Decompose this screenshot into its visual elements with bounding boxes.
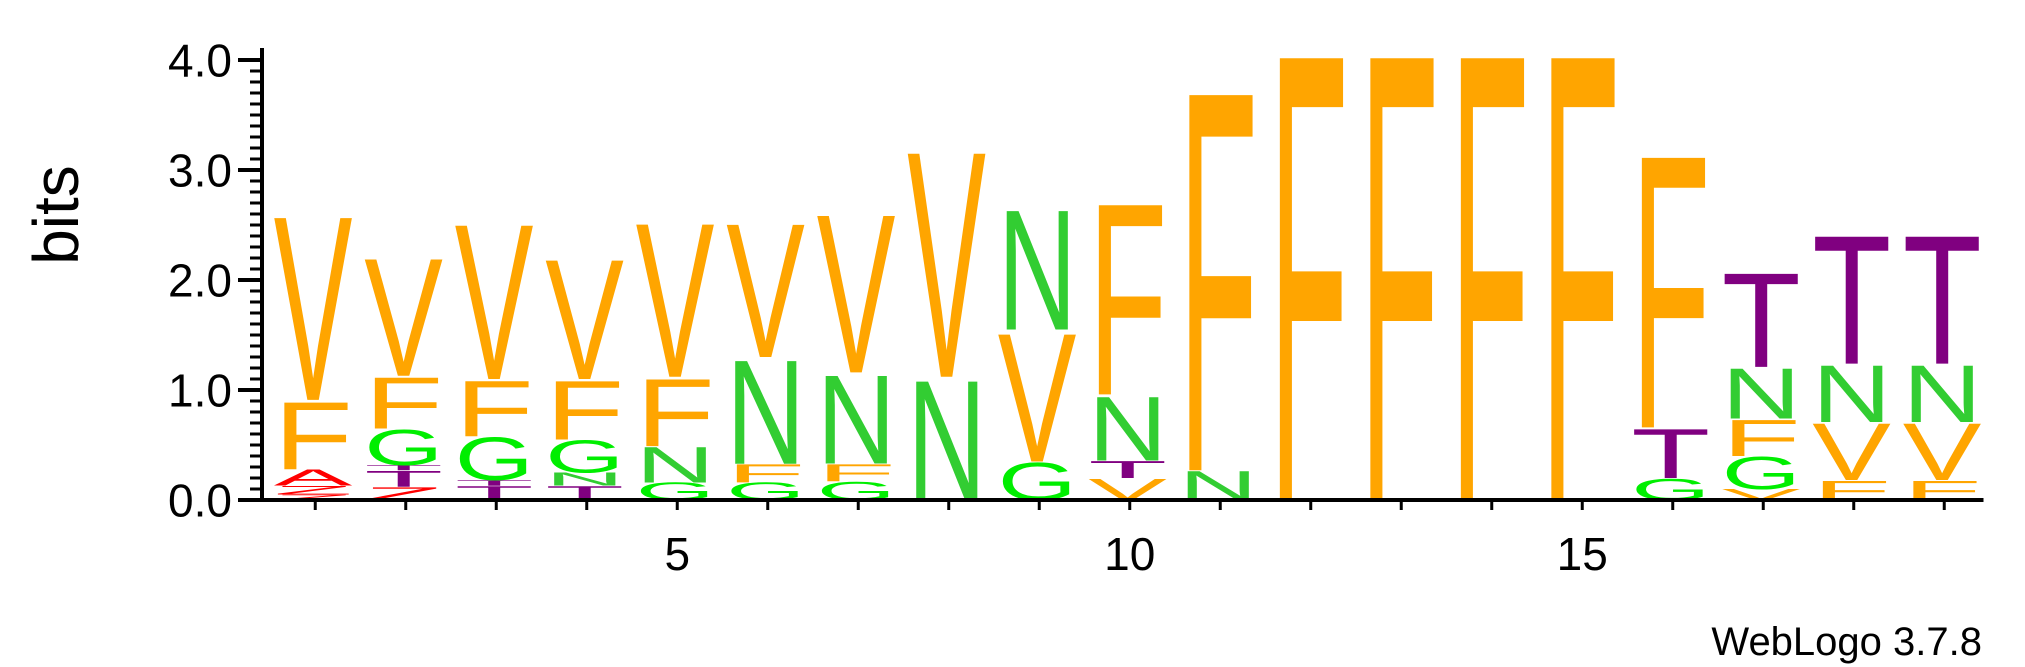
logo-glyph-t: T [1903,197,1982,403]
logo-glyph-f: F [1360,0,1439,637]
logo-glyph-t: T [1631,415,1710,494]
logo-glyph-f: F [817,459,896,486]
weblogo-credit: WebLogo 3.7.8 [1711,620,1982,664]
logo-glyph-v: V [1812,407,1891,498]
logo-glyph-f: F [636,360,715,468]
logo-glyph-f: F [1269,0,1348,637]
logo-glyph-f: F [274,383,353,491]
logo-glyph-f: F [1722,409,1801,467]
y-tick-label: 2.0 [168,255,232,307]
logo-glyph-f: F [1450,0,1529,637]
logo-glyph-v: V [545,224,624,416]
logo-glyph-n: N [545,469,624,490]
logo-glyph-t: T [364,466,443,492]
logo-glyph-n: N [1812,349,1891,439]
logo-glyph-f: F [1088,145,1167,453]
logo-glyph-f: F [545,364,624,458]
logo-glyph-f: F [726,459,805,488]
logo-glyph-v: V [726,183,805,398]
logo-glyph-t: T [1088,456,1167,483]
y-axis-label: bits [20,165,92,265]
x-tick-label: 15 [1557,528,1608,580]
logo-glyph-v: V [907,83,986,446]
logo-glyph-n: N [636,437,715,493]
logo-glyph-t: T [455,479,534,488]
logo-glyph-n: N [907,344,986,537]
logo-glyph-v: V [1903,407,1982,498]
logo-glyph-f: F [1631,73,1710,511]
logo-glyph-n: N [1903,349,1982,439]
logo-glyph-n: N [998,173,1077,366]
y-tick-label: 0.0 [168,475,232,527]
logo-glyph-z: Z [274,484,353,498]
y-tick-label: 1.0 [168,365,232,417]
logo-glyph-g: G [364,419,443,476]
logo-glyph-t: T [1722,245,1801,396]
logo-glyph-n: N [726,329,805,495]
glyph-layer: ZZAFVZTTGFVTTGFVTNGFVGNFVGFNVGFNVNVGVNVT… [274,0,1982,637]
logo-glyph-f: F [1541,0,1620,637]
logo-glyph-v: V [455,178,534,427]
x-tick-label: 10 [1104,528,1155,580]
logo-glyph-n: N [1722,353,1801,434]
logo-glyph-f: F [455,364,534,453]
logo-glyph-z: Z [274,493,353,502]
logo-glyph-g: G [1722,448,1801,499]
logo-glyph-g: G [455,425,534,494]
logo-glyph-v: V [274,162,353,456]
logo-glyph-f: F [1179,0,1258,586]
logo-glyph-g: G [545,431,624,482]
logo-glyph-a: A [274,465,353,491]
logo-glyph-v: V [364,223,443,412]
logo-glyph-v: V [817,168,896,422]
axis-layer: 0.0 1.0 2.0 3.0 4.0 5 10 15 [168,35,1984,580]
logo-glyph-n: N [1088,377,1167,480]
y-tick-label: 3.0 [168,145,232,197]
logo-glyph-t: T [1812,197,1891,403]
logo-glyph-v: V [998,295,1077,501]
logo-glyph-t: T [364,463,443,472]
y-tick-label: 4.0 [168,35,232,87]
logo-glyph-v: V [636,177,715,424]
x-tick-label: 5 [664,528,690,580]
logo-glyph-n: N [817,349,896,492]
logo-glyph-f: F [364,363,443,445]
